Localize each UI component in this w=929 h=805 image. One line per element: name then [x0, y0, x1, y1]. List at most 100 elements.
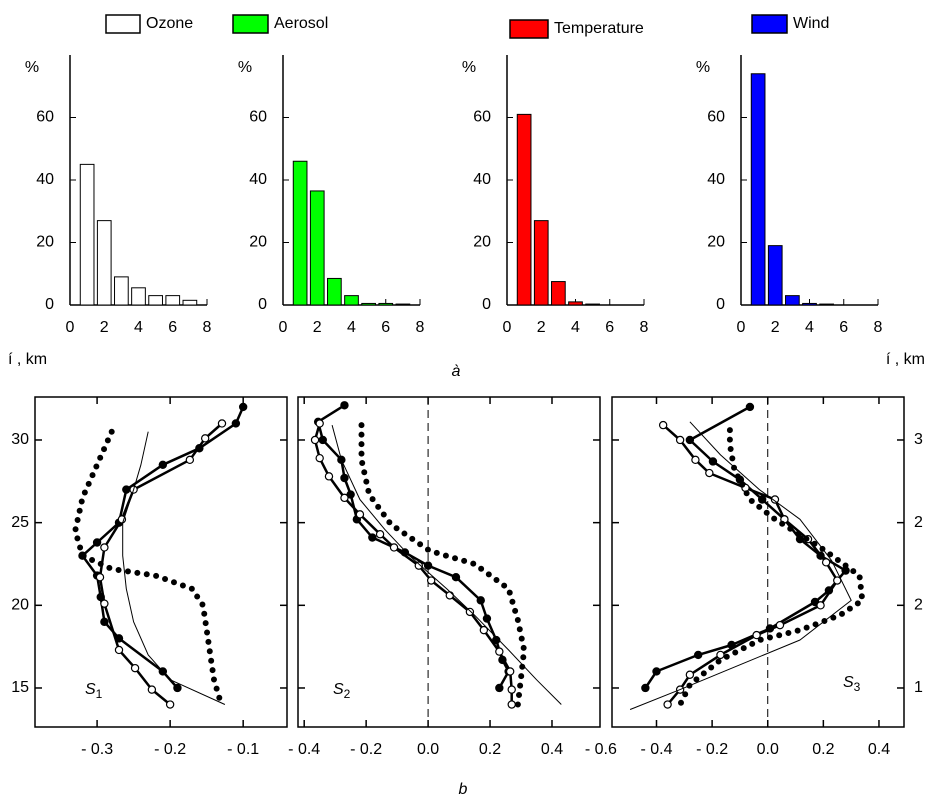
legend-label: Ozone	[146, 15, 193, 32]
x-tick-label: 0	[503, 319, 512, 336]
profile-point	[238, 402, 248, 412]
y-tick-label: 15	[11, 679, 29, 696]
profile-point	[495, 647, 504, 656]
y-tick-label: 0	[258, 296, 267, 313]
profile-point	[492, 635, 501, 645]
x-tick-label: 6	[605, 319, 614, 336]
profile-point	[663, 700, 672, 709]
profile-point	[217, 419, 227, 428]
x-tick-label: 0	[279, 319, 288, 336]
profile-point	[310, 435, 320, 445]
panel-annotation-sub: 1	[96, 687, 103, 701]
bar	[551, 281, 566, 306]
y-axis-label: %	[462, 59, 476, 76]
bar	[395, 303, 411, 306]
profile-line	[316, 404, 510, 689]
panel-annotation: S2	[333, 681, 351, 701]
y2-axis-label: í , km	[886, 351, 925, 368]
profile-line	[358, 422, 528, 708]
bar	[585, 303, 600, 306]
y2-tick-label: 1	[914, 679, 923, 696]
x-tick-label: 8	[416, 319, 425, 336]
x-tick-label: 0.0	[757, 741, 779, 758]
plot-frame	[611, 396, 905, 728]
bar	[516, 113, 532, 306]
profile-point	[340, 473, 349, 483]
y2-tick-label: 2	[914, 597, 923, 614]
caption: b	[459, 781, 468, 798]
x-tick-label: 0	[737, 319, 746, 336]
profile-point	[426, 576, 436, 585]
profile-point	[315, 453, 324, 463]
x-tick-label: - 0.2	[696, 741, 728, 758]
y-tick-label: 20	[36, 234, 54, 251]
y-axis-label: í , km	[8, 351, 47, 368]
y-tick-label: 60	[473, 109, 491, 126]
bar	[131, 287, 146, 306]
profile-point	[147, 685, 157, 694]
legend-swatch	[232, 14, 269, 34]
bar	[79, 163, 95, 306]
y-tick-label: 0	[482, 296, 491, 313]
x-tick-label: 4	[347, 319, 356, 336]
x-tick-label: 0.2	[479, 741, 501, 758]
profile-point	[716, 650, 725, 660]
profile-point	[231, 419, 241, 428]
legend-swatch	[509, 19, 549, 39]
profile-point	[675, 435, 685, 445]
x-tick-label: - 0.2	[154, 741, 186, 758]
profile-point	[389, 543, 399, 552]
profile-point	[122, 485, 131, 494]
x-tick-label: 0.0	[417, 741, 439, 758]
y-tick-label: 40	[707, 171, 725, 188]
profile-point	[745, 402, 755, 412]
profile-point	[346, 490, 355, 499]
y-tick-label: 20	[473, 234, 491, 251]
profile-point	[100, 543, 109, 552]
x-tick-label: 6	[168, 319, 177, 336]
x-tick-label: 0.2	[812, 741, 834, 758]
y-tick-label: 40	[249, 171, 267, 188]
profile-point	[465, 607, 475, 617]
x-tick-label: 6	[381, 319, 390, 336]
y-tick-label: 30	[11, 431, 29, 448]
bar	[378, 302, 394, 306]
profile-point	[340, 493, 349, 503]
y-axis-label: %	[238, 59, 252, 76]
x-tick-label: - 0.6	[585, 741, 617, 758]
bar	[182, 299, 198, 306]
y-tick-label: 25	[11, 514, 29, 531]
profile-point	[652, 667, 661, 676]
profile-point	[757, 495, 767, 504]
legend-swatch	[751, 14, 788, 34]
y-tick-label: 40	[36, 171, 54, 188]
bar	[96, 220, 112, 306]
plot-frame	[34, 396, 288, 728]
bar	[767, 245, 783, 306]
profile-point	[114, 645, 124, 655]
y-tick-label: 60	[249, 109, 267, 126]
bar	[568, 301, 583, 306]
panel-annotation-letter: S	[843, 674, 854, 691]
profile-point	[324, 472, 334, 481]
profile-point	[691, 455, 700, 465]
bar	[361, 302, 376, 306]
profile-line	[677, 427, 866, 708]
bar	[785, 295, 800, 306]
x-tick-label: 2	[100, 319, 109, 336]
legend-label: Wind	[793, 15, 829, 32]
plot-frame	[297, 396, 601, 728]
panel-annotation-letter: S	[85, 681, 96, 698]
caption: à	[452, 363, 461, 380]
bar	[819, 303, 834, 306]
profile-point	[165, 700, 175, 709]
profile-point	[414, 561, 423, 570]
profile-point	[833, 576, 842, 585]
x-tick-label: - 0.1	[227, 741, 259, 758]
y-axis-label: %	[696, 59, 710, 76]
y-tick-label: 20	[249, 234, 267, 251]
profile-point	[95, 573, 105, 582]
x-tick-label: 0	[66, 319, 75, 336]
y-tick-label: 40	[473, 171, 491, 188]
